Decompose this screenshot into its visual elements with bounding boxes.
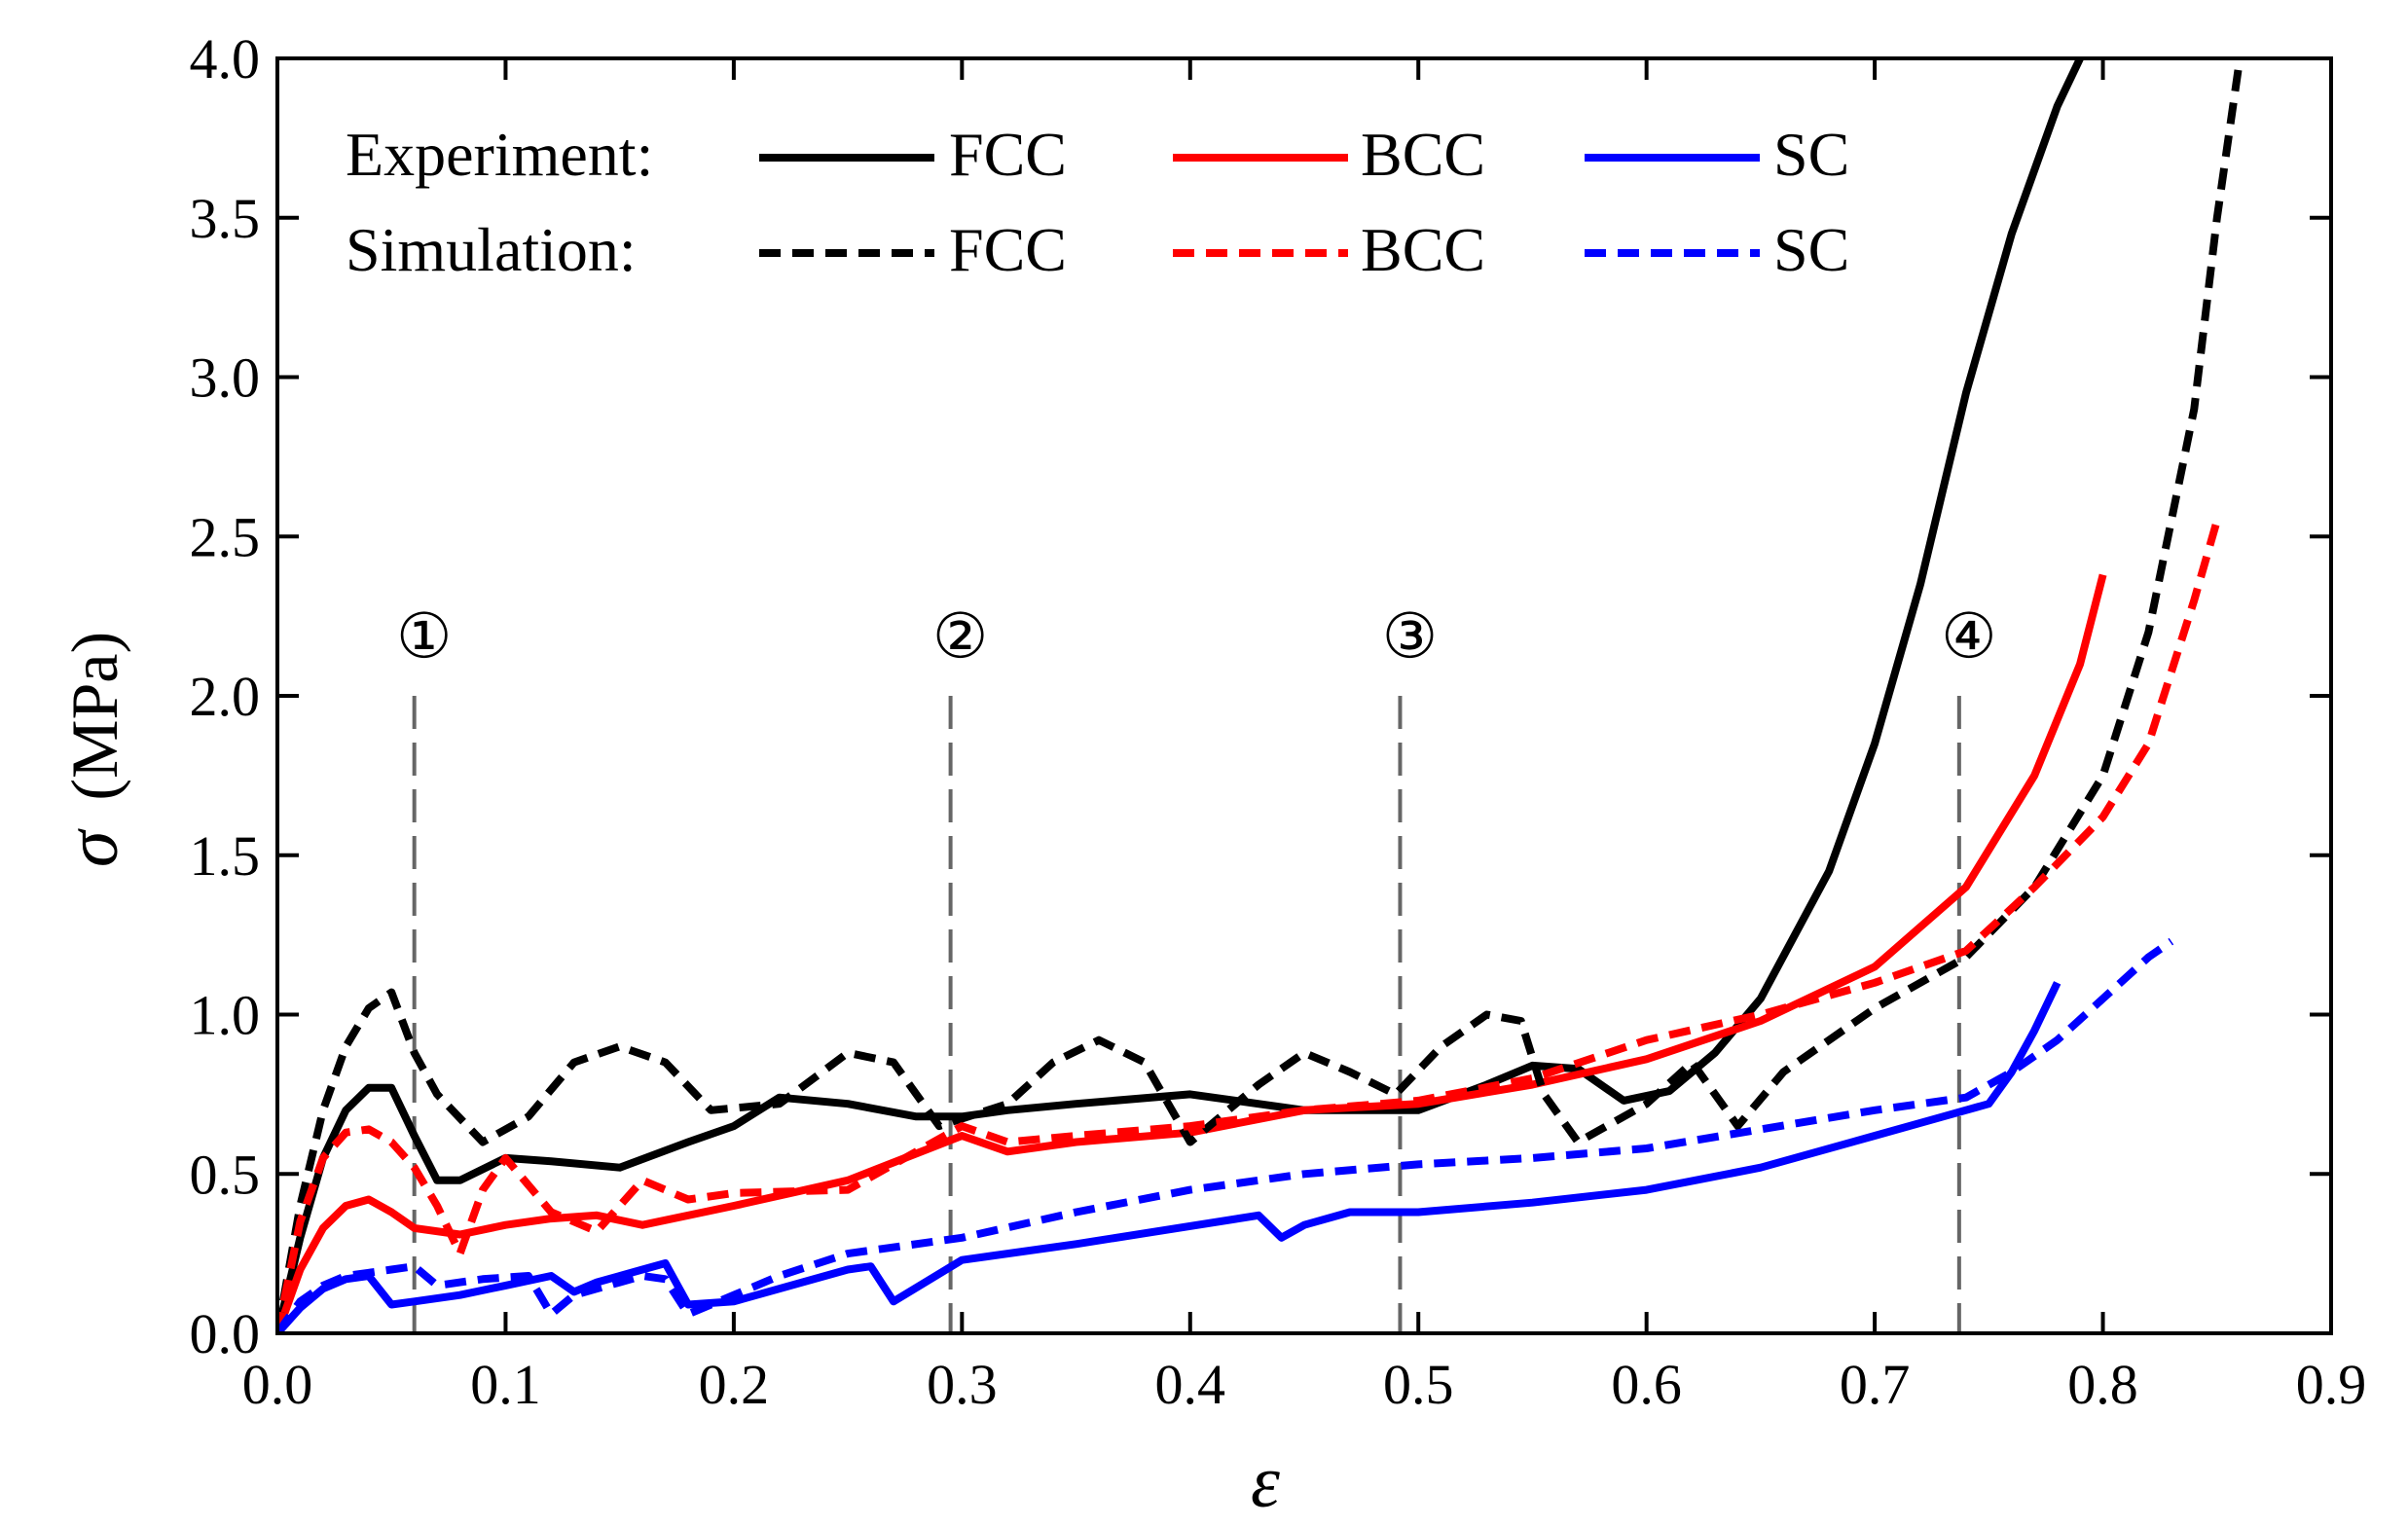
- y-tick-label-3: 1.5: [190, 824, 261, 888]
- x-tick-label-0: 0.0: [242, 1353, 313, 1416]
- y-tick-label-6: 3.0: [190, 346, 261, 410]
- y-tick-label-8: 4.0: [190, 27, 261, 91]
- axes: 0.0 0.1 0.2 0.3 0.4 0.5 0.6 0.7 0.8 0.9 0.0 0.5 1.0 1…: [190, 27, 2367, 1416]
- x-tick-label-4: 0.4: [1155, 1353, 1226, 1416]
- x-tick-label-7: 0.7: [1840, 1353, 1911, 1416]
- y-axis-label-unit: (MPa): [57, 632, 131, 801]
- legend-entry-2-3: SC: [1773, 215, 1849, 284]
- legend-entry-2-2: BCC: [1361, 215, 1485, 284]
- marker-label-3: ③: [1382, 601, 1438, 673]
- legend-entry-1-1: FCC: [949, 120, 1067, 189]
- x-tick-label-1: 0.1: [470, 1353, 541, 1416]
- x-axis-label: ε: [1251, 1441, 1280, 1523]
- legend-entry-2-1: FCC: [949, 215, 1067, 284]
- series-experiment-sc: [277, 981, 2061, 1333]
- marker-label-1: ①: [396, 601, 452, 673]
- legend: Experiment: FCC BCC SC Simulation: FCC BCC SC: [346, 120, 1849, 284]
- legend-row-label-2: Simulation:: [346, 215, 637, 284]
- y-tick-label-2: 1.0: [190, 984, 261, 1047]
- y-tick-label-0: 0.0: [190, 1302, 261, 1365]
- legend-entry-1-3: SC: [1773, 120, 1849, 189]
- y-axis-label: σ (MPa): [52, 632, 133, 867]
- x-tick-label-2: 0.2: [699, 1353, 770, 1416]
- strain-markers: ① ② ③ ④: [396, 601, 1997, 1333]
- marker-label-4: ④: [1941, 601, 1996, 673]
- legend-row-label-1: Experiment:: [346, 120, 653, 189]
- series-simulation-bcc: [277, 519, 2221, 1333]
- x-tick-label-6: 0.6: [1611, 1353, 1682, 1416]
- marker-label-2: ②: [932, 601, 988, 673]
- y-axis-label-symbol: σ: [52, 828, 133, 867]
- x-tick-label-9: 0.9: [2296, 1353, 2367, 1416]
- legend-entry-1-2: BCC: [1361, 120, 1485, 189]
- y-tick-label-5: 2.5: [190, 505, 261, 568]
- series-simulation-fcc: [277, 58, 2244, 1333]
- series-simulation-sc: [277, 937, 2174, 1333]
- x-tick-label-8: 0.8: [2067, 1353, 2138, 1416]
- series-experiment-fcc: [277, 58, 2084, 1333]
- x-tick-label-3: 0.3: [927, 1353, 998, 1416]
- x-tick-label-5: 0.5: [1383, 1353, 1454, 1416]
- series-group: [277, 58, 2244, 1333]
- y-tick-label-1: 0.5: [190, 1143, 261, 1206]
- y-tick-label-7: 3.5: [190, 187, 261, 250]
- y-tick-label-4: 2.0: [190, 665, 261, 728]
